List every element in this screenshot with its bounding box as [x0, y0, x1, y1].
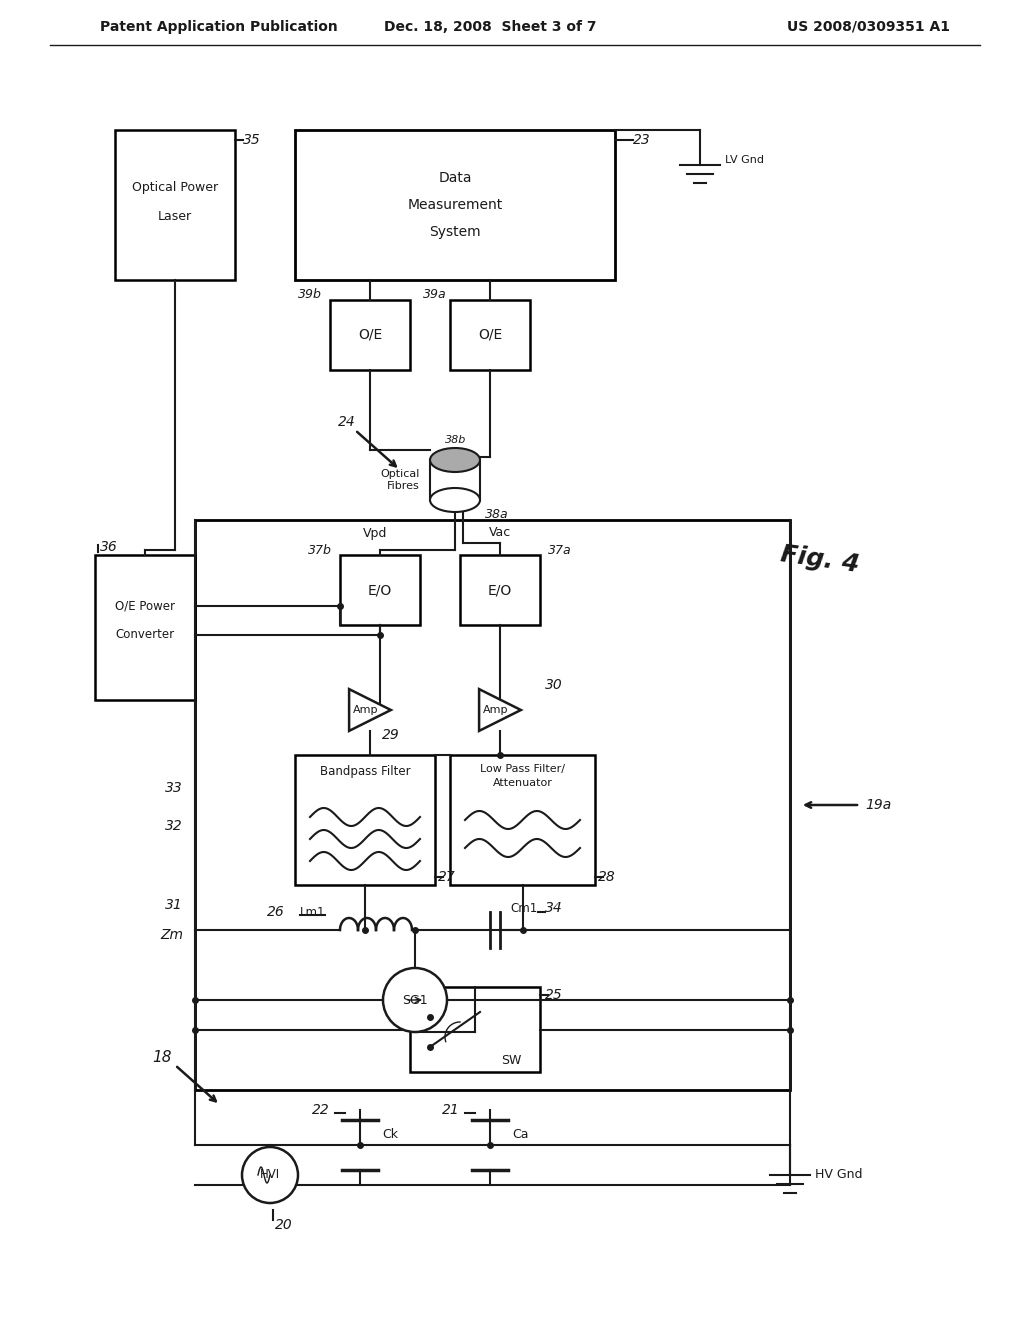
Text: 39b: 39b — [298, 289, 322, 301]
Bar — [195, 520, 790, 1090]
Bar — [460, 554, 540, 624]
Text: Patent Application Publication: Patent Application Publication — [100, 20, 338, 34]
Text: 23: 23 — [633, 133, 650, 147]
Text: 29: 29 — [382, 729, 399, 742]
Text: 38b: 38b — [445, 436, 466, 445]
Bar — [330, 300, 410, 370]
Text: Low Pass Filter/: Low Pass Filter/ — [480, 764, 565, 774]
Text: 22: 22 — [312, 1104, 330, 1117]
Bar — [295, 129, 615, 280]
Text: 20: 20 — [275, 1218, 293, 1232]
Text: O/E Power: O/E Power — [115, 599, 175, 612]
Bar — [340, 554, 420, 624]
Text: Vpd: Vpd — [362, 527, 387, 540]
Text: HVI: HVI — [260, 1168, 280, 1181]
Text: Cm1: Cm1 — [510, 902, 538, 915]
Bar — [295, 755, 435, 884]
Polygon shape — [349, 689, 391, 731]
Bar — [115, 129, 234, 280]
Text: 35: 35 — [243, 133, 261, 147]
Polygon shape — [479, 689, 521, 731]
Text: Laser: Laser — [158, 210, 193, 223]
Circle shape — [242, 1147, 298, 1203]
Text: 36: 36 — [100, 540, 118, 554]
Text: 28: 28 — [598, 870, 615, 884]
Text: Lm1: Lm1 — [299, 906, 325, 919]
Text: 32: 32 — [165, 820, 183, 833]
Text: LV Gnd: LV Gnd — [725, 154, 764, 165]
Text: Amp: Amp — [483, 705, 509, 715]
Text: E/O: E/O — [487, 583, 512, 597]
Text: Ck: Ck — [382, 1129, 398, 1142]
Text: System: System — [429, 224, 481, 239]
Text: Measurement: Measurement — [408, 198, 503, 213]
Text: 37b: 37b — [308, 544, 332, 557]
Bar — [410, 987, 540, 1072]
Text: Ca: Ca — [512, 1129, 528, 1142]
Ellipse shape — [430, 447, 480, 473]
Text: SG1: SG1 — [402, 994, 428, 1006]
Text: Bandpass Filter: Bandpass Filter — [319, 764, 411, 777]
Text: 30: 30 — [545, 678, 563, 692]
Text: Optical
Fibres: Optical Fibres — [381, 469, 420, 491]
Text: 33: 33 — [165, 780, 183, 795]
Text: 26: 26 — [267, 906, 285, 919]
Text: Vac: Vac — [488, 527, 511, 540]
Text: 31: 31 — [165, 898, 183, 912]
Text: Amp: Amp — [353, 705, 379, 715]
Text: HV Gnd: HV Gnd — [815, 1168, 862, 1181]
Text: SW: SW — [502, 1053, 522, 1067]
Text: 24: 24 — [338, 414, 356, 429]
Text: Converter: Converter — [116, 628, 174, 642]
Text: 39a: 39a — [423, 289, 447, 301]
Circle shape — [383, 968, 447, 1032]
Text: 19a: 19a — [865, 799, 891, 812]
Bar — [450, 300, 530, 370]
Text: 21: 21 — [442, 1104, 460, 1117]
Text: Zm: Zm — [160, 928, 183, 942]
Text: Attenuator: Attenuator — [493, 777, 552, 788]
Text: 27: 27 — [438, 870, 456, 884]
Text: Fig. 4: Fig. 4 — [779, 543, 861, 577]
Text: Dec. 18, 2008  Sheet 3 of 7: Dec. 18, 2008 Sheet 3 of 7 — [384, 20, 596, 34]
Text: 34: 34 — [545, 902, 563, 915]
Text: O/E: O/E — [478, 327, 502, 342]
Text: 18: 18 — [153, 1051, 172, 1065]
Text: 25: 25 — [545, 987, 563, 1002]
Text: O/E: O/E — [357, 327, 382, 342]
Text: 38a: 38a — [485, 508, 509, 521]
Text: 37a: 37a — [548, 544, 571, 557]
Text: E/O: E/O — [368, 583, 392, 597]
Bar — [450, 755, 595, 884]
Text: US 2008/0309351 A1: US 2008/0309351 A1 — [787, 20, 950, 34]
Text: Data: Data — [438, 172, 472, 185]
Text: Optical Power: Optical Power — [132, 181, 218, 194]
Bar — [95, 554, 195, 700]
Ellipse shape — [430, 488, 480, 512]
